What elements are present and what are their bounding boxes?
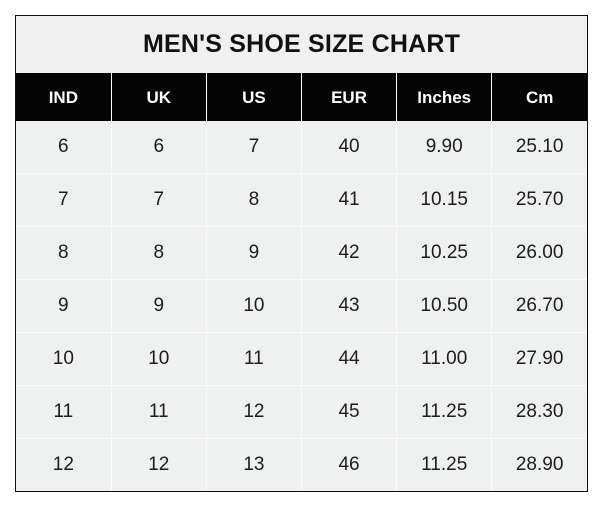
cell-uk: 9 [111, 279, 207, 333]
table-head: MEN'S SHOE SIZE CHART [16, 16, 587, 74]
cell-cm: 25.10 [491, 121, 587, 174]
table-row: 6 6 7 40 9.90 25.10 [16, 121, 587, 174]
table-row: 12 12 13 46 11.25 28.90 [16, 438, 587, 491]
cell-us: 13 [206, 438, 302, 491]
cell-eur: 45 [301, 385, 398, 439]
cell-eur: 41 [301, 173, 398, 227]
cell-inches: 10.50 [396, 279, 493, 333]
size-chart-container: MEN'S SHOE SIZE CHART IND UK US EUR Inch… [15, 15, 588, 492]
cell-us: 8 [206, 173, 302, 227]
cell-ind: 6 [16, 121, 112, 174]
column-header-row: IND UK US EUR Inches Cm [16, 73, 587, 121]
table-row: 8 8 9 42 10.25 26.00 [16, 226, 587, 280]
cell-us: 9 [206, 226, 302, 280]
cell-ind: 10 [16, 332, 112, 386]
table-row: 7 7 8 41 10.15 25.70 [16, 173, 587, 227]
cell-inches: 11.00 [396, 332, 493, 386]
column-header-inches: Inches [396, 73, 493, 121]
cell-eur: 44 [301, 332, 398, 386]
cell-cm: 27.90 [491, 332, 587, 386]
column-header-us: US [206, 73, 302, 121]
cell-uk: 7 [111, 173, 207, 227]
mens-shoe-size-table: MEN'S SHOE SIZE CHART IND UK US EUR Inch… [16, 16, 587, 491]
column-header-ind: IND [16, 73, 112, 121]
cell-cm: 28.90 [491, 438, 587, 491]
cell-cm: 25.70 [491, 173, 587, 227]
cell-inches: 11.25 [396, 385, 493, 439]
column-header-cm: Cm [491, 73, 587, 121]
column-header-uk: UK [111, 73, 207, 121]
cell-us: 12 [206, 385, 302, 439]
cell-eur: 46 [301, 438, 398, 491]
column-header-eur: EUR [301, 73, 398, 121]
cell-uk: 12 [111, 438, 207, 491]
cell-inches: 11.25 [396, 438, 493, 491]
cell-us: 7 [206, 121, 302, 174]
cell-us: 11 [206, 332, 302, 386]
cell-ind: 11 [16, 385, 112, 439]
cell-eur: 42 [301, 226, 398, 280]
cell-uk: 6 [111, 121, 207, 174]
table-row: 10 10 11 44 11.00 27.90 [16, 332, 587, 386]
cell-inches: 9.90 [396, 121, 493, 174]
cell-ind: 12 [16, 438, 112, 491]
cell-eur: 40 [301, 121, 398, 174]
cell-cm: 26.00 [491, 226, 587, 280]
cell-uk: 10 [111, 332, 207, 386]
chart-title: MEN'S SHOE SIZE CHART [16, 16, 587, 74]
cell-inches: 10.25 [396, 226, 493, 280]
title-row: MEN'S SHOE SIZE CHART [16, 16, 587, 74]
cell-cm: 28.30 [491, 385, 587, 439]
cell-eur: 43 [301, 279, 398, 333]
cell-ind: 7 [16, 173, 112, 227]
cell-inches: 10.15 [396, 173, 493, 227]
cell-cm: 26.70 [491, 279, 587, 333]
cell-uk: 11 [111, 385, 207, 439]
header-row: IND UK US EUR Inches Cm [16, 73, 587, 121]
cell-uk: 8 [111, 226, 207, 280]
cell-ind: 9 [16, 279, 112, 333]
table-body: 6 6 7 40 9.90 25.10 7 7 8 41 10.15 25.70… [16, 121, 587, 491]
table-row: 11 11 12 45 11.25 28.30 [16, 385, 587, 439]
cell-us: 10 [206, 279, 302, 333]
cell-ind: 8 [16, 226, 112, 280]
table-row: 9 9 10 43 10.50 26.70 [16, 279, 587, 333]
